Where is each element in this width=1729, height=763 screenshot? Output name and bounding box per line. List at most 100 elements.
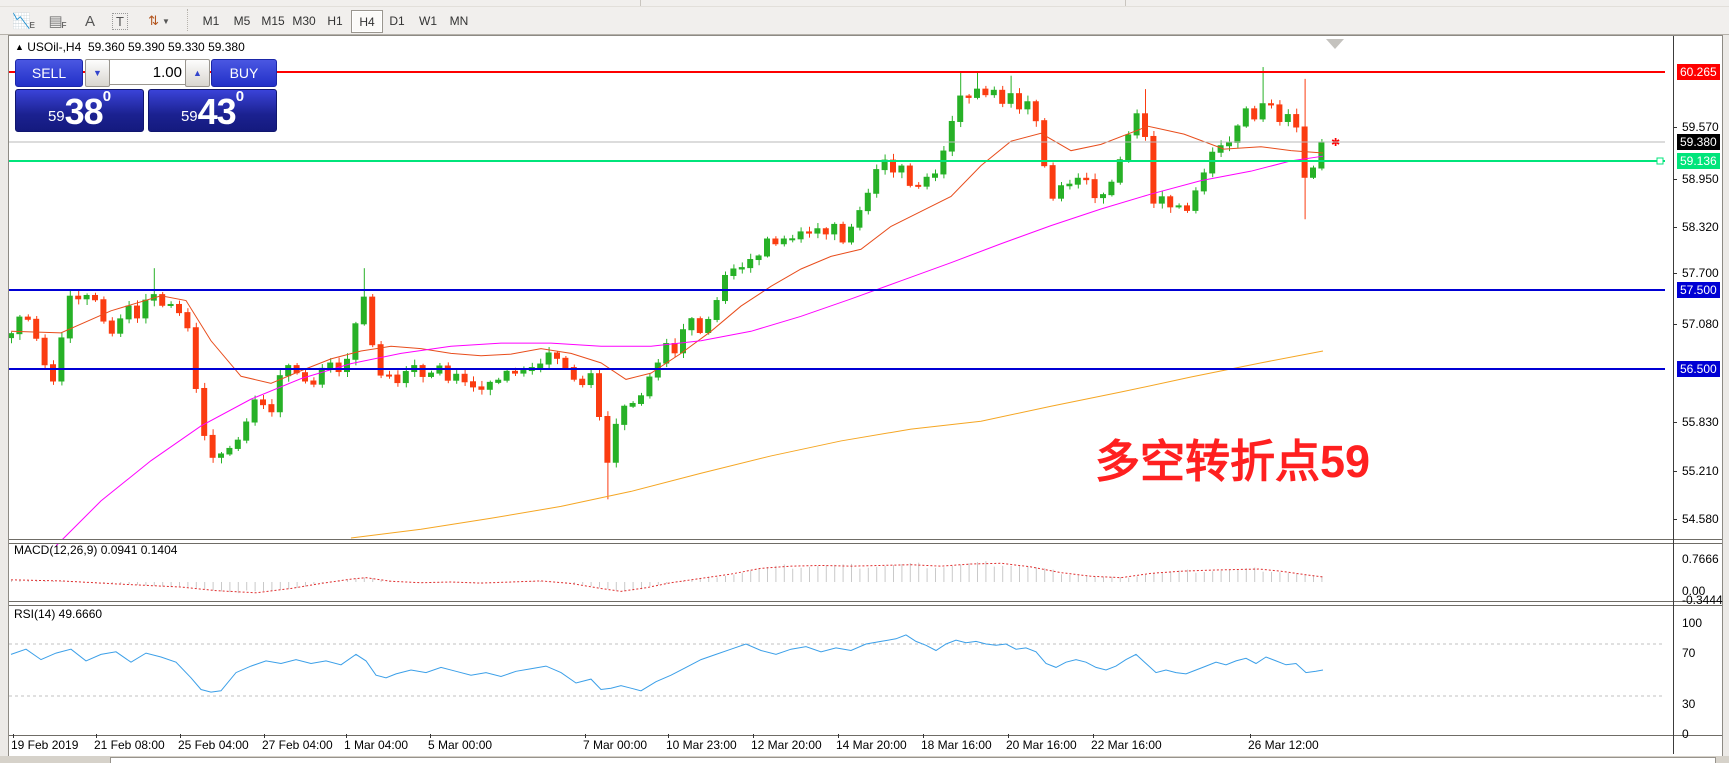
rsi-line [10, 634, 1324, 693]
time-axis-tick [180, 734, 181, 738]
time-axis-label: 12 Mar 20:00 [751, 738, 822, 752]
indicator-list-icon[interactable]: 📉 E [11, 13, 36, 30]
time-axis-label: 14 Mar 20:00 [836, 738, 907, 752]
time-axis-label: 19 Feb 2019 [11, 738, 79, 752]
price-level-badge: 59.380 [1677, 134, 1720, 150]
macd-panel-divider[interactable] [9, 539, 1722, 544]
price-level-badge: 57.500 [1677, 282, 1720, 298]
price-level-badge: 59.136 [1677, 153, 1720, 169]
indicator-panels-layer [9, 561, 1665, 697]
indicator-axis-label: 0 [1682, 727, 1689, 741]
candles-layer: ✱ [9, 67, 1340, 500]
price-axis-label: 59.570 [1682, 120, 1719, 134]
timeframe-button-h4[interactable]: H4 [351, 10, 383, 33]
time-axis-label: 22 Mar 16:00 [1091, 738, 1162, 752]
macd-signal-line [10, 562, 1324, 594]
volume-increase-button[interactable]: ▲ [185, 59, 210, 87]
price-axis-tick [1673, 422, 1677, 423]
sell-price-display[interactable]: 59 38 0 [15, 89, 144, 132]
price-axis-tick [1673, 127, 1677, 128]
timeframe-button-mn[interactable]: MN [449, 13, 469, 28]
time-axis-label: 20 Mar 16:00 [1006, 738, 1077, 752]
price-level-badge: 56.500 [1677, 361, 1720, 377]
price-axis-label: 58.950 [1682, 172, 1719, 186]
hline-handle[interactable] [1656, 157, 1664, 165]
time-axis-tick [1008, 734, 1009, 738]
time-axis-tick [923, 734, 924, 738]
timeframe-button-h1[interactable]: H1 [327, 13, 343, 28]
time-axis-label: 26 Mar 12:00 [1248, 738, 1319, 752]
time-axis-label: 21 Feb 08:00 [94, 738, 165, 752]
time-axis-label: 18 Mar 16:00 [921, 738, 992, 752]
toolbar-separator [187, 9, 191, 31]
price-axis-border [1673, 36, 1674, 754]
indicator-axis-label: 30 [1682, 697, 1696, 711]
timeframe-button-w1[interactable]: W1 [419, 13, 437, 28]
timeframe-button-m1[interactable]: M1 [202, 13, 220, 28]
chart-window[interactable]: ▲ USOil-,H4 59.360 59.390 59.330 59.380 … [8, 35, 1723, 758]
chevron-down-icon: ▼ [161, 16, 170, 26]
price-axis-label: 57.080 [1682, 317, 1719, 331]
price-level-badge: 60.265 [1677, 64, 1720, 80]
indicator-axis-label: 0.7666 [1682, 552, 1719, 566]
data-window-grid-icon[interactable]: ▤ F [48, 13, 67, 30]
cycle-lines-icon[interactable]: ⇅ ▼ [148, 13, 170, 28]
chart-title: ▲ USOil-,H4 59.360 59.390 59.330 59.380 [15, 40, 245, 54]
time-axis-tick [585, 734, 586, 738]
indicator-axis-label: 100 [1682, 616, 1703, 630]
timeframe-button-m15[interactable]: M15 [261, 13, 285, 28]
time-axis-tick [668, 734, 669, 738]
time-axis-tick [430, 734, 431, 738]
price-axis-label: 58.320 [1682, 220, 1719, 234]
time-axis-tick [1093, 734, 1094, 738]
volume-decrease-button[interactable]: ▼ [85, 59, 110, 87]
sell-price-big: 38 [64, 91, 104, 132]
buy-price-big: 43 [197, 91, 237, 132]
indicator-axis-label: 0.00 [1682, 584, 1706, 598]
timeframe-button-m5[interactable]: M5 [233, 13, 251, 28]
time-axis-tick [753, 734, 754, 738]
timeframe-button-m30[interactable]: M30 [292, 13, 316, 28]
buy-price-sup: 0 [235, 88, 245, 105]
last-price-marker-icon: ✱ [1331, 137, 1340, 149]
price-axis-label: 54.580 [1682, 512, 1719, 526]
symbol-marker-icon: ▲ [15, 42, 24, 52]
indicator-axis-label: -0.3444 [1682, 593, 1723, 607]
chart-shift-marker-icon[interactable] [1326, 39, 1344, 49]
chart-tab-bar[interactable] [110, 757, 1716, 763]
text-label-icon[interactable]: A [84, 12, 95, 30]
chart-symbol-label: USOil-,H4 [27, 40, 82, 54]
rsi-indicator-label: RSI(14) 49.6660 [14, 607, 103, 621]
text-box-icon[interactable]: T [106, 9, 134, 33]
chart-text-annotation[interactable]: 多空转折点59 [1095, 436, 1371, 487]
sell-button[interactable]: SELL [15, 59, 83, 87]
time-axis-tick [13, 734, 14, 738]
time-axis-label: 5 Mar 00:00 [428, 738, 493, 752]
moving-averages-layer [10, 125, 1324, 547]
chart-ohlc-quotes: 59.360 59.390 59.330 59.380 [87, 40, 245, 54]
sell-price-sup: 0 [102, 88, 112, 105]
buy-price-display[interactable]: 59 43 0 [148, 89, 277, 132]
chart-toolbar: 📉 E ▤ F A T ⇅ ▼ M1 M5 M15 M30 H1 H4 D1 W1 MN [0, 7, 1729, 35]
buy-button[interactable]: BUY [211, 59, 277, 87]
time-axis-tick [346, 734, 347, 738]
time-axis-tick [264, 734, 265, 738]
price-chart-canvas[interactable]: ✱ [9, 36, 1722, 754]
indicator-axis-label: 70 [1682, 646, 1696, 660]
time-axis-tick [838, 734, 839, 738]
rsi-panel-divider[interactable] [9, 601, 1722, 606]
price-axis-tick [1673, 519, 1677, 520]
time-axis-label: 1 Mar 04:00 [344, 738, 409, 752]
price-axis-tick [1673, 179, 1677, 180]
volume-input[interactable] [109, 59, 189, 85]
time-axis-divider [9, 735, 1722, 737]
time-axis-tick [1250, 734, 1251, 738]
toolbar-separator [1125, 0, 1126, 6]
macd-indicator-label: MACD(12,26,9) 0.0941 0.1404 [14, 543, 178, 557]
price-axis-tick [1673, 471, 1677, 472]
toolbar-separator [640, 0, 641, 6]
sell-price-small: 59 [47, 108, 65, 125]
timeframe-button-d1[interactable]: D1 [389, 13, 405, 28]
